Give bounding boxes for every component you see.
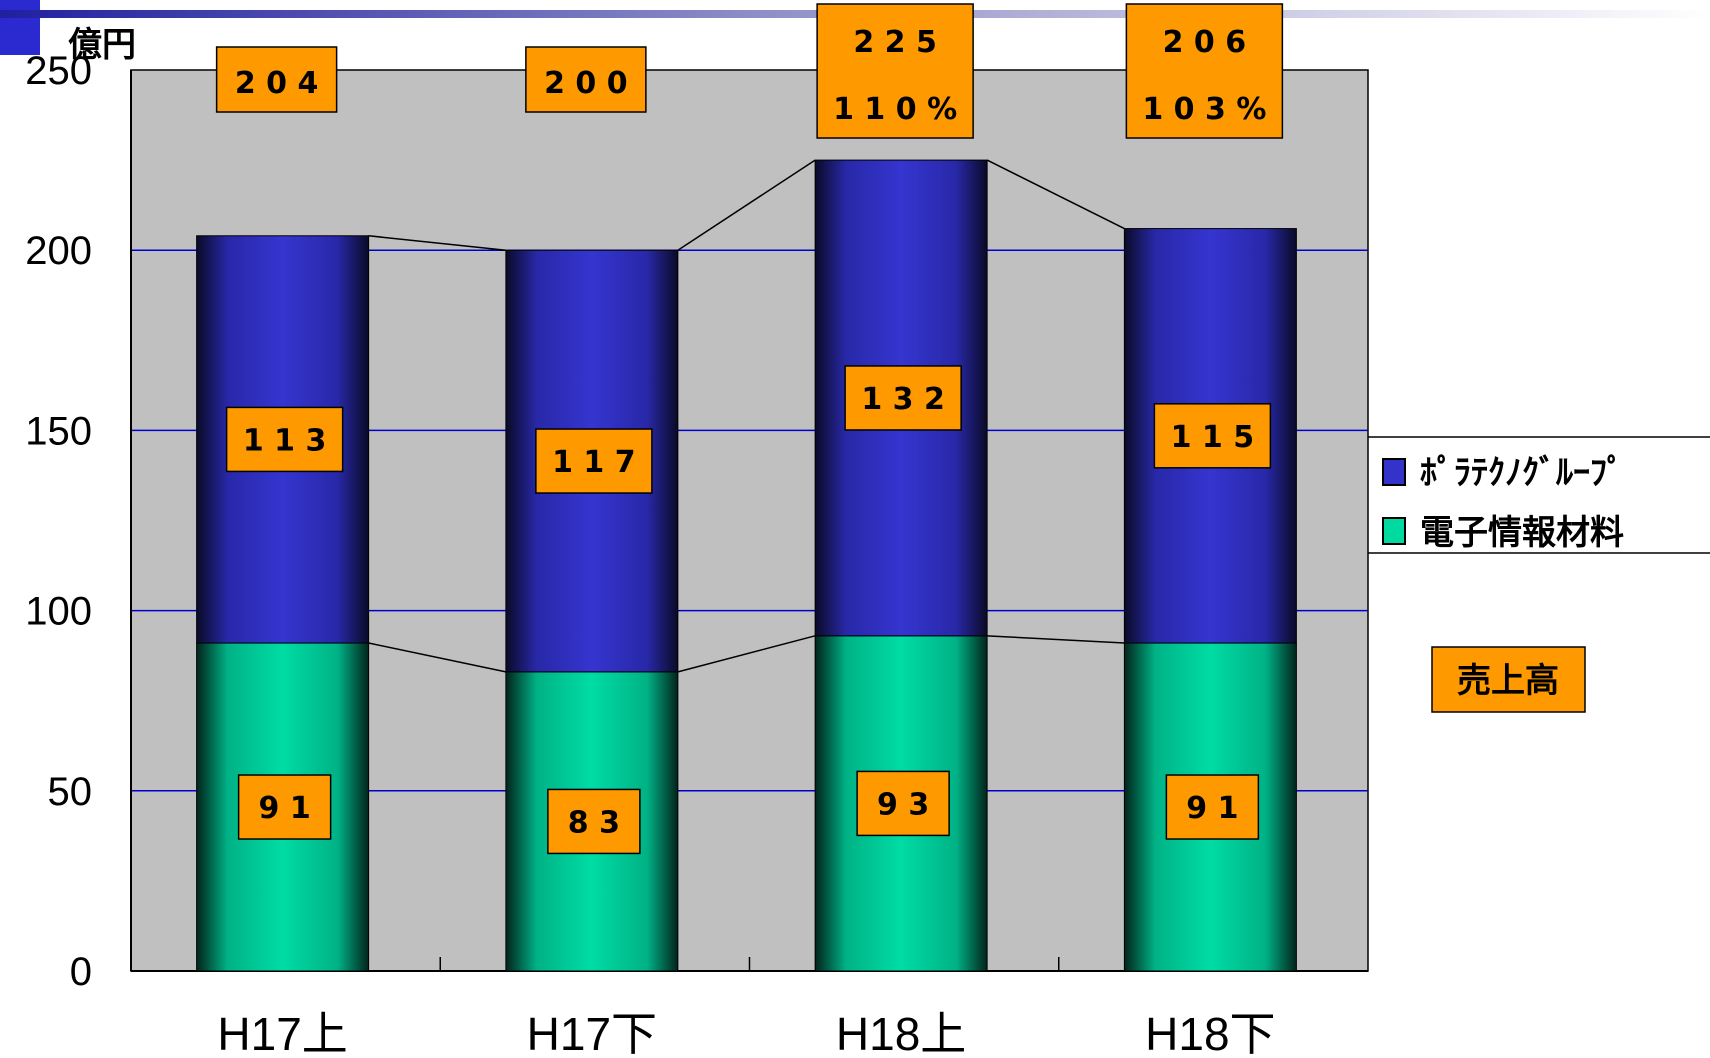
legend: ﾎﾟﾗﾃｸﾉｸﾞﾙｰﾌﾟ 電子情報材料 xyxy=(1368,436,1710,554)
segment-value-label: 9 3 xyxy=(877,787,929,822)
segment-value-label: 8 3 xyxy=(568,805,620,840)
legend-label-polatechno: ﾎﾟﾗﾃｸﾉｸﾞﾙｰﾌﾟ xyxy=(1420,453,1624,493)
segment-value-label: 1 1 3 xyxy=(243,423,327,458)
value-labels: 9 1 1 1 3 2 0 4 8 3 1 1 7 2 0 0 9 3 1 3 2 2 2 5 1… xyxy=(215,3,1284,855)
total-connector-line xyxy=(986,159,1125,230)
connector-lines xyxy=(368,159,1125,673)
legend-label-electronic-materials: 電子情報材料 xyxy=(1420,513,1624,553)
total-percent-label: 1 0 3 % xyxy=(1142,92,1266,127)
x-category-label: H17下 xyxy=(527,1008,657,1058)
segment-value-label: 1 3 2 xyxy=(861,382,945,417)
y-tick-label: 0 xyxy=(70,950,92,994)
segment-connector-line xyxy=(677,635,816,673)
total-percent-label: 1 1 0 % xyxy=(833,92,957,127)
y-tick-label: 200 xyxy=(25,229,92,273)
segment-value-label: 9 1 xyxy=(1186,791,1238,826)
annotation-label: 売上高 xyxy=(1457,661,1559,701)
segment-value-box xyxy=(237,774,332,840)
y-tick-label: 100 xyxy=(25,590,92,634)
y-tick-label: 50 xyxy=(48,770,93,814)
bar-stacks xyxy=(196,159,1297,972)
total-value-box xyxy=(1125,3,1284,139)
segment-value-box xyxy=(1153,403,1272,469)
legend-swatch-electronic-materials xyxy=(1382,517,1406,545)
x-category-label: H18下 xyxy=(1145,1008,1275,1058)
segment-connector-line xyxy=(368,642,507,673)
annotation-box xyxy=(1431,646,1586,713)
total-value-label: 2 0 4 xyxy=(235,66,319,101)
segment-connector-line xyxy=(987,635,1125,644)
segment-value-box xyxy=(535,428,653,494)
y-tick-label: 150 xyxy=(25,409,92,453)
decorative-corner-block xyxy=(0,0,40,55)
x-category-label: H17上 xyxy=(217,1008,347,1058)
segment-value-label: 1 1 7 xyxy=(552,445,636,480)
segment-value-box xyxy=(844,365,962,431)
total-value-box xyxy=(525,46,647,113)
total-value-box xyxy=(215,46,338,113)
total-connector-line xyxy=(677,159,816,251)
legend-swatch-polatechno xyxy=(1382,458,1406,486)
segment-value-box xyxy=(856,770,950,837)
y-axis-unit-label: 億円 xyxy=(68,25,136,65)
segment-value-box xyxy=(547,788,641,855)
axes: 0 50 100 150 200 250 H17上 H17下 H18上 H18下 xyxy=(25,49,1368,1058)
x-category-label: H18上 xyxy=(836,1008,966,1058)
y-tick-label: 250 xyxy=(25,49,92,93)
segment-value-label: 9 1 xyxy=(259,791,311,826)
total-connector-line xyxy=(368,235,506,251)
total-value-box xyxy=(816,3,974,139)
segment-value-box xyxy=(225,406,344,473)
total-value-label: 2 0 6 xyxy=(1163,25,1247,60)
segment-value-box xyxy=(1165,774,1260,840)
total-value-label: 2 2 5 xyxy=(853,25,937,60)
segment-value-label: 1 1 5 xyxy=(1171,420,1255,455)
total-value-label: 2 0 0 xyxy=(544,66,628,101)
